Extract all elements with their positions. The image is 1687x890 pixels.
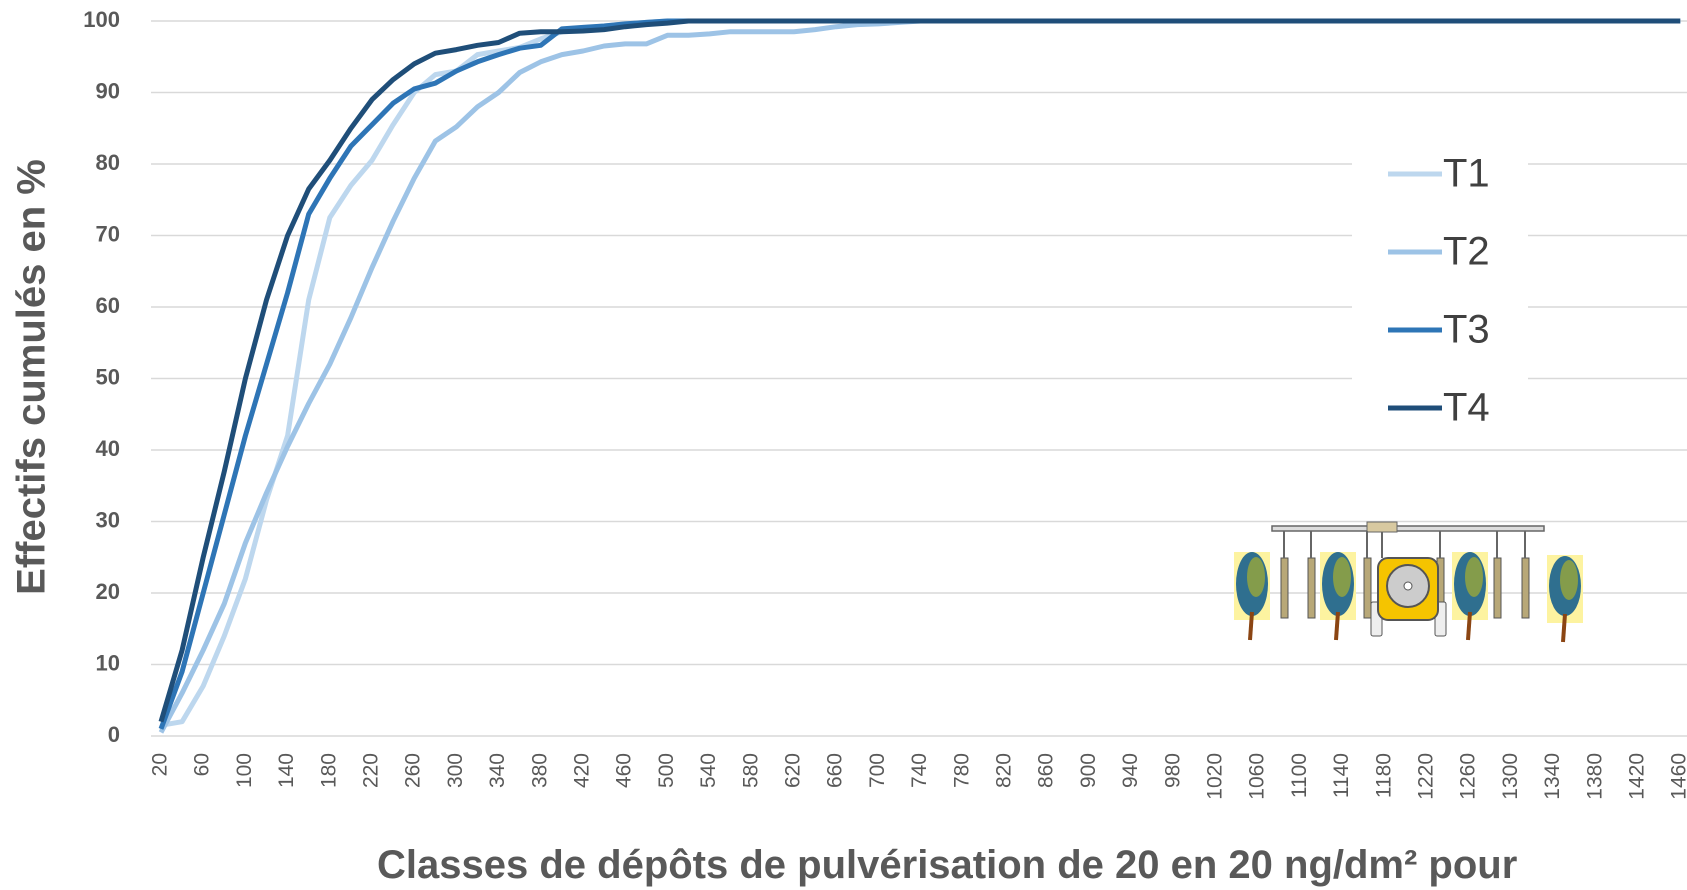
y-tick-label: 40: [96, 436, 120, 461]
x-tick-label: 740: [908, 753, 931, 788]
sprayer-illustration: [1234, 522, 1583, 642]
x-tick-label: 540: [697, 753, 720, 788]
x-tick-label: 820: [993, 753, 1016, 788]
x-tick-label: 460: [613, 753, 636, 788]
x-tick-label: 1420: [1626, 753, 1649, 800]
x-tick-label: 1060: [1246, 753, 1269, 800]
x-tick-label: 780: [950, 753, 973, 788]
x-tick-label: 1020: [1204, 753, 1227, 800]
x-tick-label: 900: [1077, 753, 1100, 788]
x-tick-label: 620: [782, 753, 805, 788]
x-tick-label: 660: [824, 753, 847, 788]
x-tick-label: 380: [528, 753, 551, 788]
x-tick-label: 180: [317, 753, 340, 788]
y-tick-label: 0: [108, 722, 120, 747]
y-tick-label: 70: [96, 221, 120, 246]
x-tick-label: 580: [739, 753, 762, 788]
x-tick-label: 1100: [1288, 753, 1311, 798]
legend-label: T3: [1443, 308, 1490, 352]
x-tick-label: 1340: [1541, 753, 1564, 800]
x-tick-label: 220: [360, 753, 383, 788]
y-tick-label: 10: [96, 650, 120, 675]
x-tick-label: 60: [191, 753, 214, 776]
legend-label: T4: [1443, 386, 1490, 430]
x-tick-label: 1460: [1668, 753, 1687, 800]
y-axis-title: Effectifs cumulés en %: [10, 159, 54, 595]
y-tick-label: 80: [96, 150, 120, 175]
legend-label: T2: [1443, 230, 1490, 274]
x-tick-label: 860: [1035, 753, 1058, 788]
x-tick-label: 340: [486, 753, 509, 788]
x-tick-label: 700: [866, 753, 889, 788]
y-tick-label: 50: [96, 364, 120, 389]
legend-label: T1: [1443, 152, 1490, 196]
x-tick-label: 1140: [1330, 753, 1353, 798]
x-tick-label: 1260: [1457, 753, 1480, 800]
x-tick-label: 300: [444, 753, 467, 788]
x-tick-label: 20: [149, 753, 172, 776]
x-axis-title: Classes de dépôts de pulvérisation de 20…: [377, 843, 1517, 887]
x-tick-label: 940: [1119, 753, 1142, 788]
x-tick-label: 1380: [1583, 753, 1606, 800]
page: {"chart_data": {"type": "line", "xlabel"…: [0, 0, 1687, 890]
y-tick-label: 60: [96, 293, 120, 318]
y-tick-label: 30: [96, 507, 120, 532]
x-tick-label: 980: [1161, 753, 1184, 788]
x-tick-label: 100: [233, 753, 256, 788]
x-tick-label: 500: [655, 753, 678, 788]
x-tick-label: 1300: [1499, 753, 1522, 800]
x-tick-label: 1180: [1372, 753, 1395, 798]
x-tick-label: 140: [275, 753, 298, 788]
x-tick-label: 1220: [1415, 753, 1438, 800]
legend-box: [1352, 140, 1528, 430]
x-tick-label: 420: [571, 753, 594, 788]
chart: Classes de dépôts de pulvérisation de 20…: [0, 0, 1687, 890]
y-tick-label: 20: [96, 579, 120, 604]
y-tick-label: 90: [96, 78, 120, 103]
y-tick-label: 100: [83, 7, 120, 32]
x-tick-label: 260: [402, 753, 425, 788]
